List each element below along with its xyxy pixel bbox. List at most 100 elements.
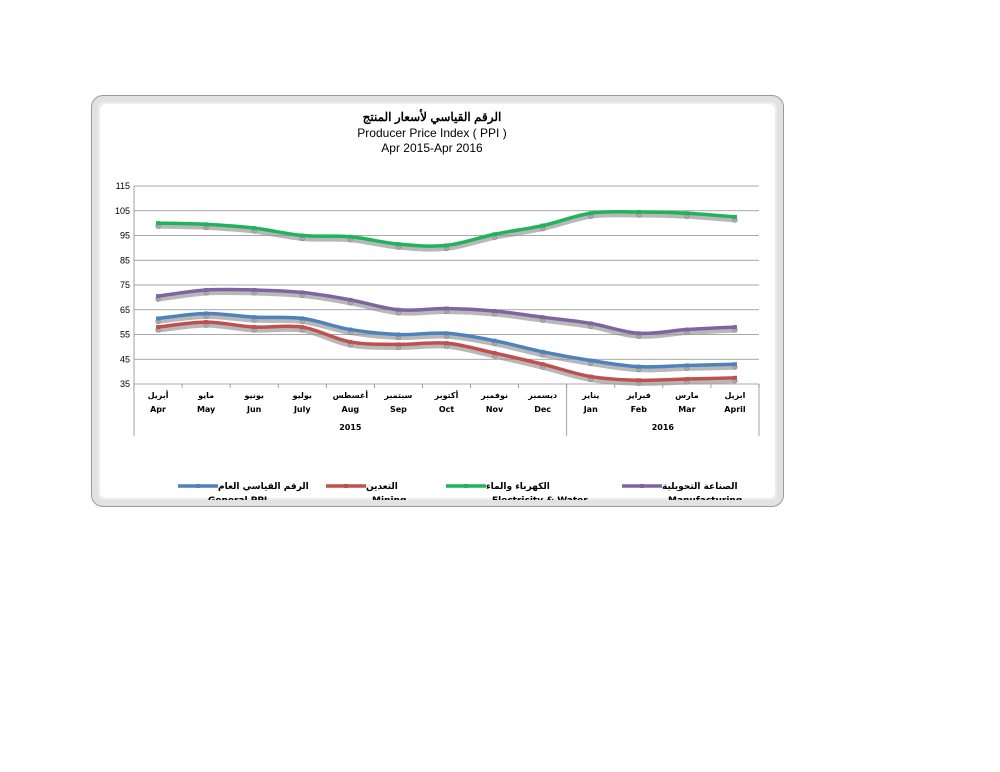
x-tick-label-arabic: أبريل — [148, 390, 169, 400]
legend-marker — [344, 484, 348, 488]
data-point — [156, 294, 161, 299]
chart-title: Producer Price Index ( PPI ) — [357, 126, 506, 140]
y-tick-label: 105 — [115, 206, 130, 216]
data-point — [204, 287, 209, 292]
data-point — [252, 226, 257, 231]
data-point — [588, 211, 593, 216]
legend-label: Electricity & Water — [492, 496, 588, 500]
legend-label: General PPI — [208, 496, 267, 500]
y-tick-label: 85 — [120, 255, 130, 265]
y-tick-label: 95 — [120, 231, 130, 241]
data-point — [492, 351, 497, 356]
data-point — [732, 362, 737, 367]
data-point — [588, 358, 593, 363]
chart-frame: الرقم القياسي لأسعار المنتج Producer Pri… — [91, 95, 784, 507]
data-point — [444, 331, 449, 336]
data-point — [348, 234, 353, 239]
y-tick-label: 115 — [116, 181, 130, 191]
x-tick-label: July — [293, 405, 311, 414]
x-tick-label-arabic: فبراير — [626, 391, 651, 400]
legend-label: Mining — [372, 496, 406, 500]
x-tick-label: Oct — [439, 405, 455, 414]
y-tick-label: 35 — [120, 379, 130, 389]
legend-label-arabic: الرقم القياسي العام — [218, 482, 309, 492]
data-point — [444, 341, 449, 346]
y-tick-label: 65 — [120, 305, 130, 315]
data-point — [540, 315, 545, 320]
legend: الرقم القياسي العام General PPI التعدين Min… — [178, 482, 742, 500]
data-point — [348, 339, 353, 344]
data-point — [300, 290, 305, 295]
x-tick-label-arabic: نوفمبر — [480, 391, 508, 400]
data-point — [540, 349, 545, 354]
x-tick-label-arabic: سبتمبر — [383, 391, 412, 400]
x-tick-label: Nov — [486, 405, 504, 414]
data-point — [444, 306, 449, 311]
x-tick-label-arabic: مايو — [197, 391, 214, 400]
legend-marker — [640, 484, 644, 488]
x-tick-label: May — [197, 405, 216, 414]
data-point — [300, 233, 305, 238]
x-tick-label: Sep — [390, 405, 407, 414]
data-point — [684, 327, 689, 332]
legend-marker — [464, 484, 468, 488]
data-point — [156, 316, 161, 321]
x-tick-label: April — [724, 405, 746, 414]
chart-area: الرقم القياسي لأسعار المنتج Producer Pri… — [100, 104, 775, 500]
data-point — [492, 308, 497, 313]
data-point — [540, 362, 545, 367]
data-point — [348, 297, 353, 302]
y-tick-label: 55 — [120, 330, 130, 340]
chart-title-arabic: الرقم القياسي لأسعار المنتج — [363, 109, 502, 125]
x-tick-label: Jan — [583, 405, 598, 414]
data-point — [588, 374, 593, 379]
data-point — [684, 363, 689, 368]
x-tick-label-arabic: يناير — [581, 391, 599, 400]
year-label: 2015 — [339, 423, 362, 432]
data-point — [732, 214, 737, 219]
x-tick-label: Aug — [342, 405, 360, 414]
x-tick-label: Dec — [534, 405, 551, 414]
legend-label-arabic: الصناعة التحويلية — [662, 482, 738, 492]
data-point — [732, 375, 737, 380]
data-point — [396, 307, 401, 312]
data-point — [540, 223, 545, 228]
legend-marker — [196, 484, 200, 488]
legend-label-arabic: التعدين — [366, 482, 398, 492]
data-point — [156, 325, 161, 330]
legend-label-arabic: الكهرباء والماء — [486, 482, 550, 492]
data-point — [252, 325, 257, 330]
data-point — [252, 315, 257, 320]
data-point — [636, 331, 641, 336]
data-point — [636, 364, 641, 369]
x-tick-label-arabic: مارس — [675, 391, 699, 401]
data-point — [300, 316, 305, 321]
legend-label: Manufacturing — [668, 496, 742, 500]
data-point — [492, 232, 497, 237]
data-point — [396, 242, 401, 247]
data-point — [636, 378, 641, 383]
data-point — [204, 222, 209, 227]
data-point — [444, 243, 449, 248]
x-tick-label: Mar — [678, 405, 695, 414]
x-tick-label: Jun — [246, 405, 262, 414]
data-point — [396, 342, 401, 347]
x-tick-label-arabic: أكتوبر — [434, 390, 459, 400]
x-tick-label-arabic: ابريل — [725, 391, 746, 400]
data-point — [636, 209, 641, 214]
data-point — [396, 332, 401, 337]
ppi-line-chart: الرقم القياسي لأسعار المنتج Producer Pri… — [115, 109, 760, 500]
y-tick-label: 45 — [120, 354, 130, 364]
year-label: 2016 — [652, 423, 675, 432]
x-tick-label: Apr — [150, 405, 166, 414]
data-point — [204, 311, 209, 316]
y-tick-label: 75 — [120, 280, 130, 290]
data-point — [684, 211, 689, 216]
data-point — [300, 325, 305, 330]
data-point — [492, 338, 497, 343]
data-point — [204, 320, 209, 325]
data-point — [156, 221, 161, 226]
data-point — [684, 377, 689, 382]
data-point — [252, 287, 257, 292]
x-tick-label-arabic: يونيو — [244, 391, 264, 400]
